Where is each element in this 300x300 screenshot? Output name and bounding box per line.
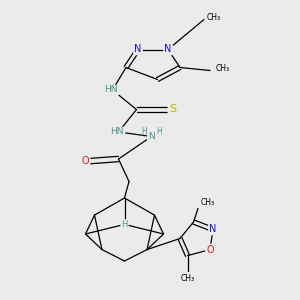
Text: H: H (141, 128, 147, 136)
Text: O: O (206, 244, 214, 255)
Text: N: N (134, 44, 142, 55)
Text: HN: HN (110, 128, 124, 136)
Text: CH₃: CH₃ (180, 274, 195, 283)
Text: H: H (157, 128, 163, 136)
Text: H: H (121, 220, 128, 229)
Text: O: O (82, 156, 89, 167)
Text: CH₃: CH₃ (216, 64, 230, 73)
Text: N: N (134, 44, 142, 55)
Text: N: N (164, 44, 172, 55)
Text: N: N (148, 132, 155, 141)
Text: N: N (148, 132, 155, 141)
Text: O: O (81, 156, 90, 167)
Text: HN: HN (104, 85, 118, 94)
Text: O: O (206, 244, 214, 255)
Text: HN: HN (110, 128, 124, 136)
Text: CH₃: CH₃ (207, 14, 221, 22)
Text: S: S (169, 104, 176, 115)
Text: CH₃: CH₃ (201, 198, 215, 207)
Text: N: N (209, 224, 217, 235)
Text: N: N (164, 44, 172, 55)
Text: H: H (121, 220, 128, 229)
Text: HN: HN (103, 85, 118, 94)
Text: S: S (169, 104, 176, 115)
Text: N: N (209, 224, 217, 235)
